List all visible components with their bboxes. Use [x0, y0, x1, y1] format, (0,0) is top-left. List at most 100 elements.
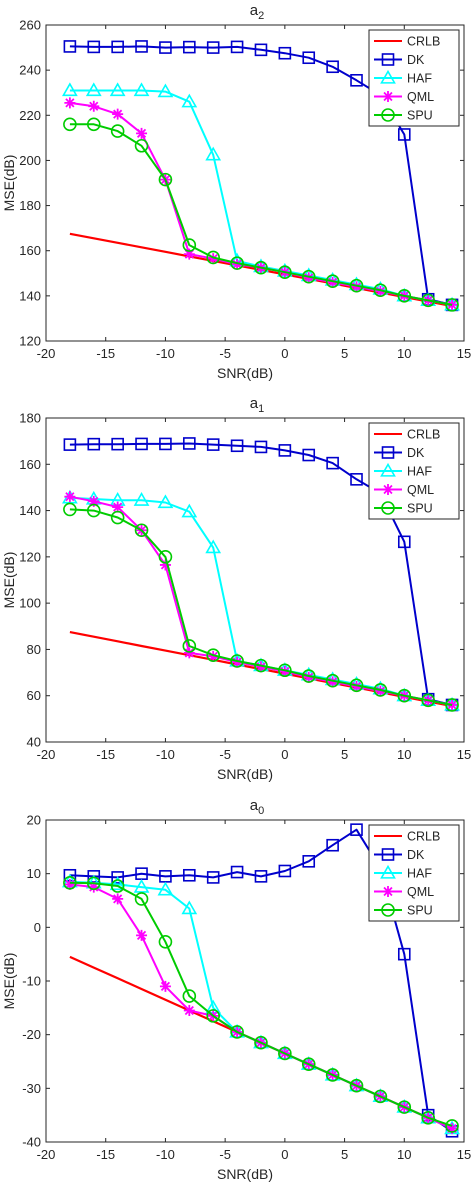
- legend-marker: [381, 53, 395, 66]
- data-point-haf: [157, 494, 174, 509]
- data-point-haf: [157, 83, 174, 98]
- data-point-spu: [110, 510, 125, 525]
- data-point-spu: [110, 879, 125, 893]
- legend-label: QML: [407, 483, 434, 497]
- y-tick-label: 140: [19, 288, 41, 303]
- data-point-dk: [230, 40, 244, 54]
- data-point-dk: [230, 439, 244, 453]
- data-point-qml: [351, 680, 363, 692]
- legend: CRLB DK HAF QML SPU: [368, 29, 460, 127]
- legend-marker: [382, 886, 394, 897]
- x-tick-label: 5: [341, 346, 348, 361]
- data-point-dk: [397, 128, 411, 141]
- data-point-dk: [302, 448, 316, 462]
- legend: CRLB DK HAF QML SPU: [368, 422, 460, 520]
- data-point-haf: [181, 503, 198, 518]
- chart-title-main: a: [250, 797, 259, 814]
- data-point-spu: [182, 238, 197, 252]
- y-tick-label: 60: [27, 688, 41, 703]
- x-tick-label: 10: [397, 747, 411, 762]
- legend-marker: [380, 462, 396, 477]
- legend-marker: [380, 864, 396, 879]
- y-tick-label: 80: [27, 642, 41, 657]
- data-point-spu: [421, 693, 435, 708]
- data-point-dk: [278, 444, 292, 457]
- x-tick-label: -15: [96, 1147, 115, 1162]
- x-tick-label: -15: [96, 346, 115, 361]
- data-point-haf: [181, 900, 198, 915]
- chart-title-main: a: [250, 395, 259, 412]
- legend-item-spu: SPU: [374, 501, 433, 516]
- data-point-dk: [350, 473, 363, 486]
- data-point-spu: [254, 1035, 268, 1050]
- data-point-qml: [303, 272, 315, 284]
- legend-label: CRLB: [407, 830, 440, 844]
- chart-panel-a1: -20 -15 -10 -5 0 5 10 15 40 60 80 100 120 140 160 180 SN…: [1, 395, 471, 782]
- data-point-dk: [302, 51, 316, 65]
- y-tick-label: 160: [19, 243, 41, 258]
- data-point-spu: [110, 124, 125, 138]
- data-point-dk: [397, 947, 411, 961]
- y-tick-label: 100: [19, 596, 41, 611]
- data-point-spu: [421, 1111, 435, 1125]
- chart-title-subscript: 1: [258, 403, 264, 415]
- y-tick-label: 120: [19, 334, 41, 349]
- x-axis-label: SNR(dB): [217, 766, 273, 782]
- data-point-qml: [64, 491, 76, 503]
- data-point-spu: [301, 669, 316, 683]
- y-tick-label: 120: [19, 549, 41, 564]
- data-point-qml: [88, 881, 100, 893]
- data-point-dk: [206, 438, 220, 451]
- data-point-haf: [109, 876, 126, 891]
- y-tick-label: 0: [34, 920, 41, 935]
- x-tick-label: -10: [156, 747, 175, 762]
- data-point-qml: [64, 878, 76, 890]
- data-point-dk: [278, 864, 292, 878]
- legend-item-qml: QML: [374, 90, 434, 104]
- data-point-spu: [230, 654, 244, 668]
- data-point-spu: [397, 688, 412, 703]
- x-tick-label: -20: [37, 747, 56, 762]
- data-point-haf: [133, 82, 150, 97]
- data-point-qml: [112, 108, 124, 120]
- legend-marker: [381, 903, 395, 917]
- data-point-dk: [87, 437, 101, 451]
- x-tick-label: -15: [96, 747, 115, 762]
- data-point-dk: [230, 865, 244, 879]
- data-point-dk: [159, 41, 172, 54]
- legend-label: CRLB: [407, 35, 440, 49]
- data-point-spu: [63, 502, 77, 517]
- data-point-spu: [278, 1046, 292, 1061]
- y-tick-label: -10: [22, 974, 41, 989]
- y-tick-label: 160: [19, 457, 41, 472]
- data-point-spu: [445, 298, 459, 312]
- data-point-spu: [86, 876, 101, 891]
- x-tick-label: 5: [341, 747, 348, 762]
- legend-item-crlb: CRLB: [374, 830, 440, 844]
- data-point-spu: [349, 1078, 364, 1093]
- legend-label: SPU: [407, 502, 433, 516]
- data-point-haf: [205, 539, 222, 554]
- x-tick-label: -5: [219, 747, 231, 762]
- data-point-dk: [111, 40, 124, 54]
- legend-label: HAF: [407, 867, 432, 881]
- legend-item-haf: HAF: [374, 864, 432, 881]
- data-point-spu: [230, 1025, 244, 1039]
- legend-marker: [380, 69, 396, 84]
- x-tick-label: 15: [457, 1147, 471, 1162]
- data-point-haf: [109, 82, 126, 97]
- data-point-dk: [326, 838, 339, 852]
- data-point-spu: [63, 875, 77, 890]
- data-point-spu: [254, 260, 268, 275]
- legend-item-dk: DK: [374, 848, 425, 862]
- y-tick-label: 140: [19, 503, 41, 518]
- series-line-spu: [69, 123, 453, 306]
- legend-label: SPU: [407, 904, 433, 918]
- chart-title: a0: [250, 797, 264, 817]
- data-point-qml: [112, 501, 124, 513]
- y-tick-label: 220: [19, 108, 41, 123]
- data-point-spu: [134, 523, 149, 538]
- data-point-qml: [112, 893, 124, 905]
- y-tick-label: 240: [19, 63, 41, 78]
